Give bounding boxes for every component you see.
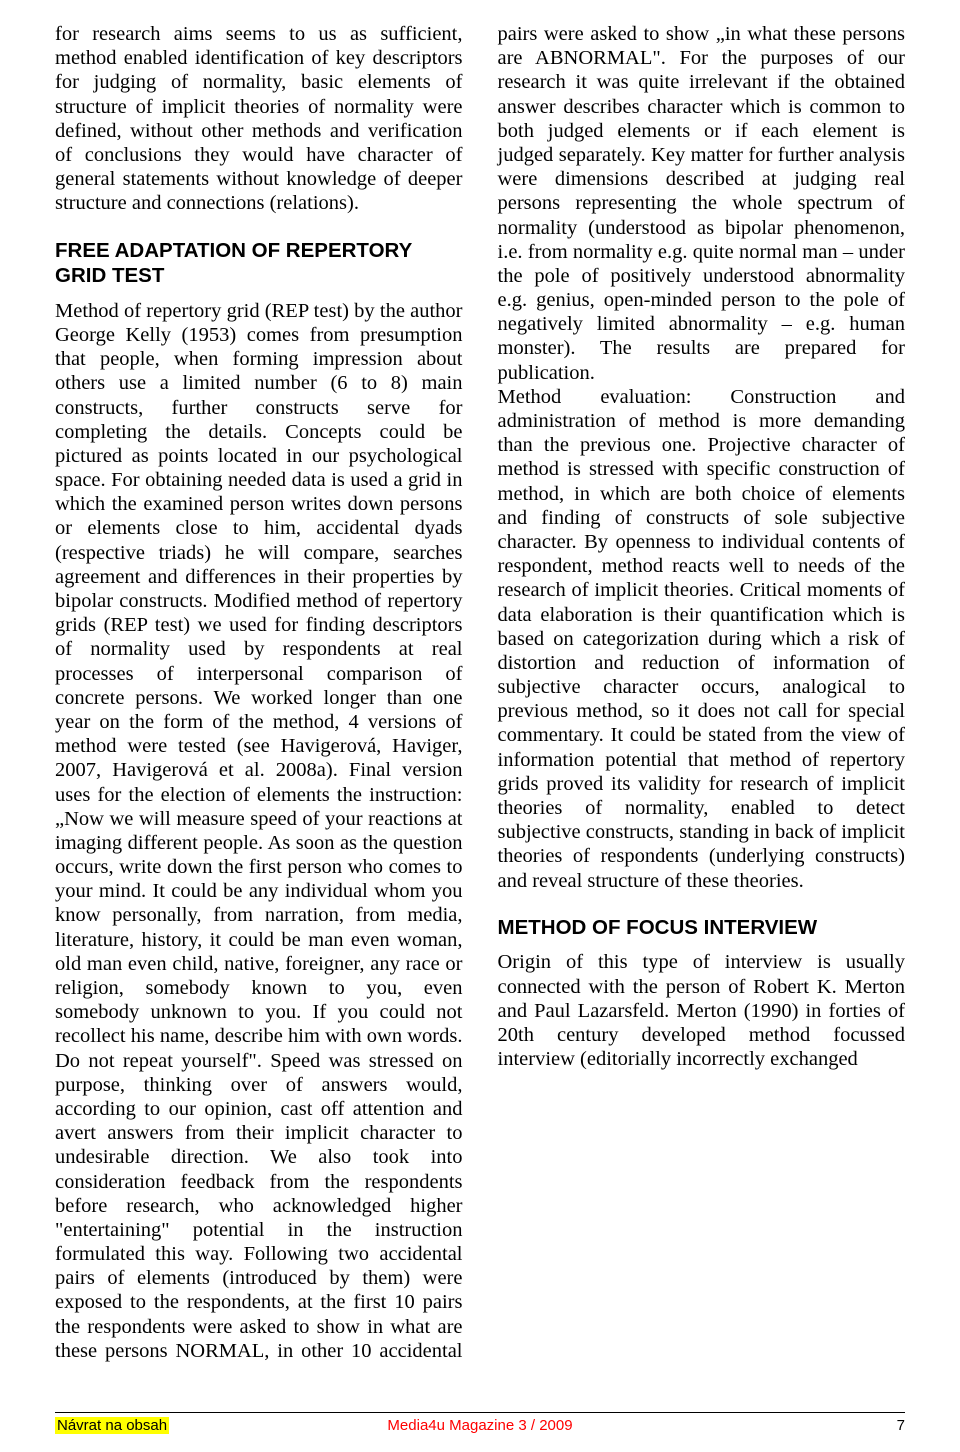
body-paragraph: Origin of this type of interview is usua… bbox=[498, 950, 906, 1071]
section-heading-focus: METHOD OF FOCUS INTERVIEW bbox=[498, 915, 906, 941]
footer-magazine-title: Media4u Magazine 3 / 2009 bbox=[387, 1417, 572, 1434]
body-paragraph: Method evaluation: Construction and admi… bbox=[498, 385, 906, 893]
footer-back-link[interactable]: Návrat na obsah bbox=[55, 1417, 169, 1434]
body-paragraph: for research aims seems to us as suffici… bbox=[55, 22, 463, 216]
page-content: for research aims seems to us as suffici… bbox=[0, 0, 960, 1370]
page-footer: Návrat na obsah Media4u Magazine 3 / 200… bbox=[55, 1412, 905, 1434]
footer-page-number: 7 bbox=[897, 1417, 905, 1434]
section-heading-rep: FREE ADAPTATION OF REPERTORY GRID TEST bbox=[55, 238, 463, 289]
